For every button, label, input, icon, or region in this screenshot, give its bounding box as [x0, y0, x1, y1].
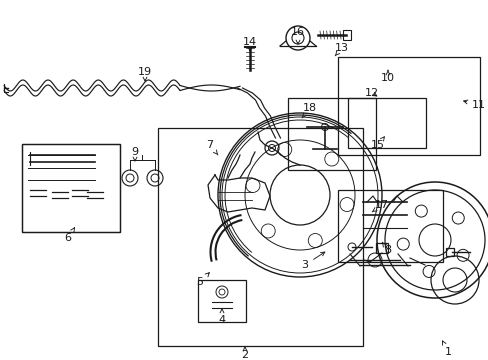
Text: 17: 17	[371, 200, 388, 212]
Text: 11: 11	[463, 100, 485, 110]
Text: 1: 1	[442, 341, 450, 357]
Text: 2: 2	[241, 347, 248, 360]
Bar	[347, 98, 425, 148]
Text: 4: 4	[218, 309, 225, 325]
Bar	[337, 190, 442, 262]
Text: 6: 6	[64, 228, 75, 243]
Text: 10: 10	[380, 70, 394, 83]
Text: 9: 9	[131, 147, 138, 161]
Bar	[22, 144, 120, 232]
Text: 5: 5	[196, 273, 209, 287]
Text: 18: 18	[302, 103, 316, 118]
Text: 7: 7	[206, 140, 218, 155]
Bar	[337, 57, 479, 155]
Bar	[22, 144, 120, 232]
Bar	[287, 98, 375, 170]
Text: 15: 15	[370, 137, 384, 150]
Bar	[445, 248, 453, 256]
Bar	[158, 128, 362, 346]
Bar	[375, 243, 387, 253]
Text: 14: 14	[243, 37, 257, 51]
Text: 13: 13	[334, 43, 348, 56]
Text: 19: 19	[138, 67, 152, 81]
Text: 16: 16	[290, 27, 305, 44]
Text: 8: 8	[382, 242, 391, 255]
Text: 3: 3	[301, 252, 324, 270]
Text: 12: 12	[364, 88, 378, 98]
Bar	[342, 30, 350, 40]
Bar	[198, 280, 245, 322]
